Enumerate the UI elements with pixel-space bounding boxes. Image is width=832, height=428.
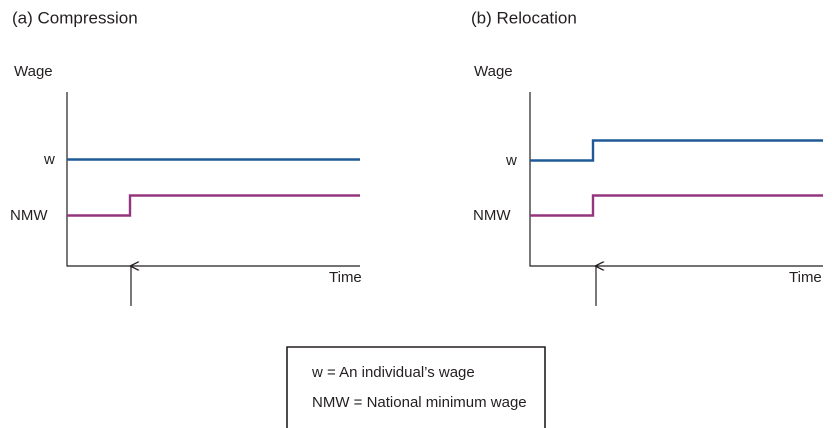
x-axis-label: Time <box>789 269 822 286</box>
line-label: w <box>505 152 517 169</box>
nmw-line <box>530 194 823 217</box>
panel-relocation: (b) Relocation Wage w NMW Time <box>471 8 823 306</box>
line-label: NMW <box>473 207 511 224</box>
panel-compression: (a) Compression Wage w NMW Time <box>10 8 362 306</box>
line-label: NMW <box>10 207 48 224</box>
legend-box <box>286 346 546 428</box>
legend: w = An individual’s wage NMW = National … <box>286 346 546 428</box>
legend-entry: NMW = National minimum wage <box>312 394 527 411</box>
legend-entry: w = An individual’s wage <box>311 364 475 381</box>
panel-title: (a) Compression <box>12 8 138 27</box>
axes <box>529 92 823 267</box>
panel-title: (b) Relocation <box>471 8 577 27</box>
line-label: w <box>43 151 55 168</box>
axes <box>66 92 360 267</box>
nmw-line <box>67 194 360 217</box>
y-axis-label: Wage <box>14 63 53 80</box>
x-axis-label: Time <box>329 269 362 286</box>
wage-line <box>530 139 823 162</box>
y-axis-label: Wage <box>474 63 513 80</box>
